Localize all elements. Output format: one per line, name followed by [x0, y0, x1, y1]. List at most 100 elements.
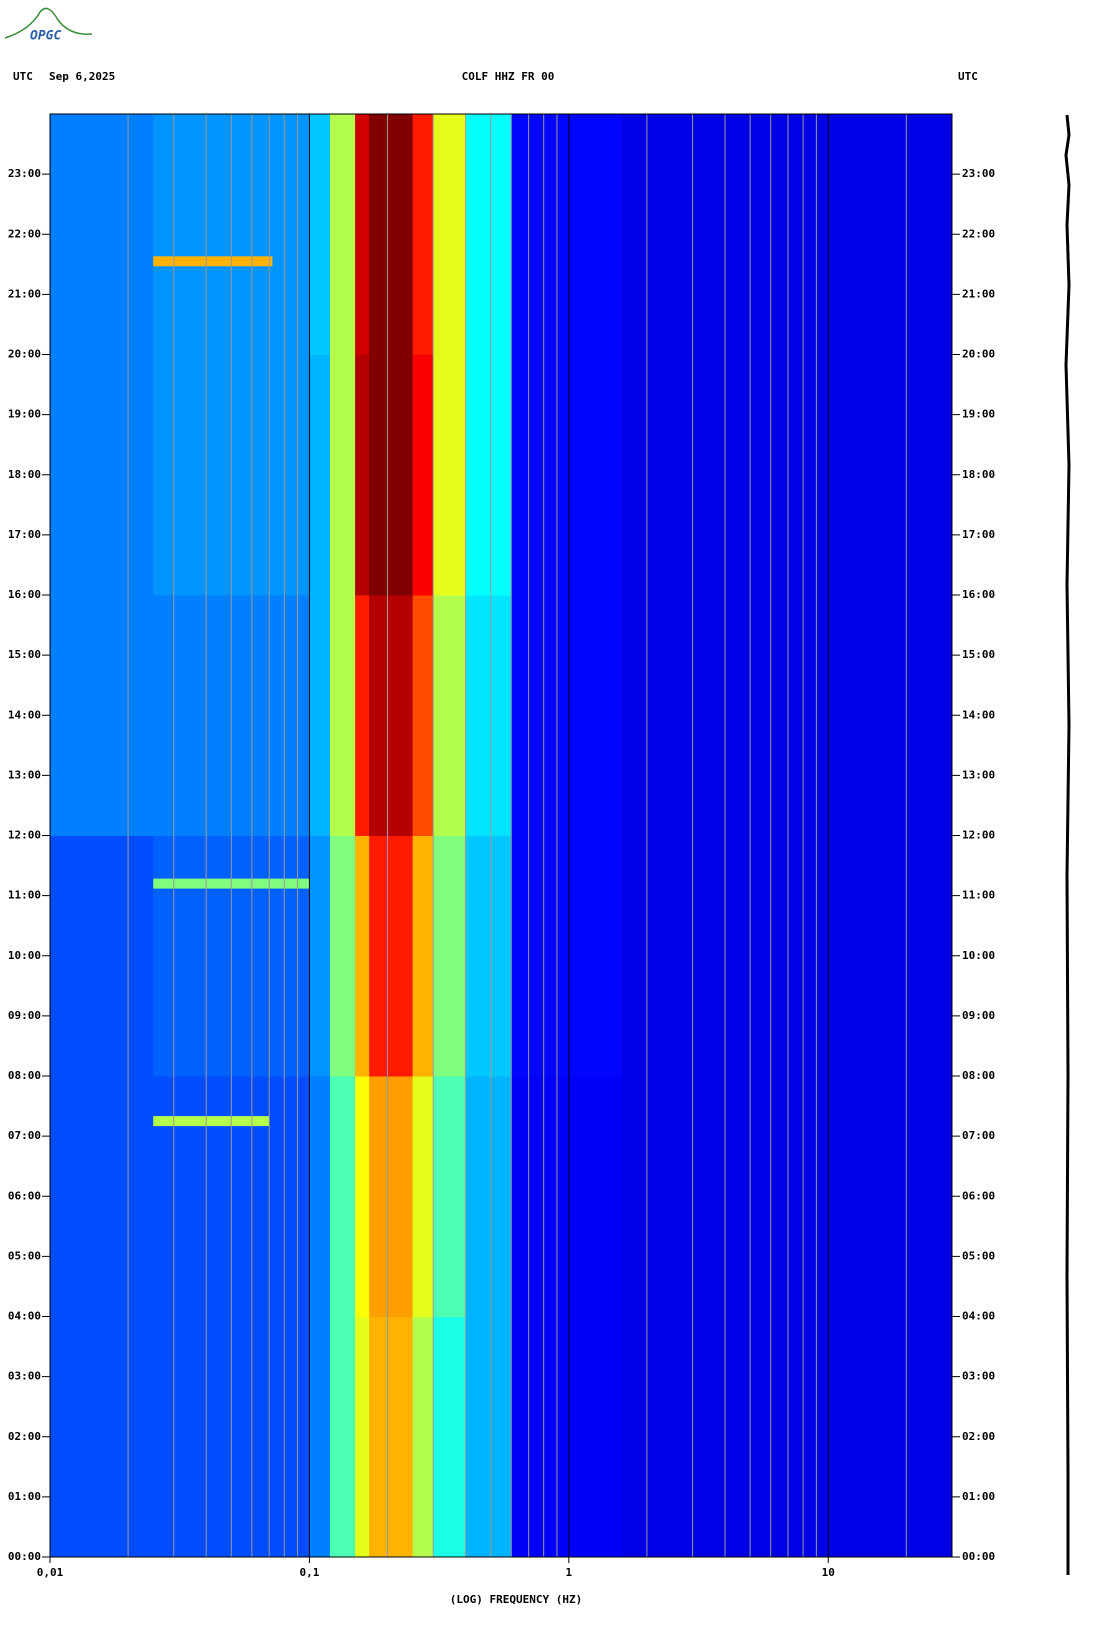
spectrogram-cell — [329, 1076, 356, 1317]
y-tick-label: 06:00 — [962, 1189, 995, 1202]
spectrogram-cell — [465, 1316, 512, 1558]
x-tick-label: 0,1 — [299, 1566, 319, 1579]
y-tick-label: 21:00 — [8, 287, 41, 300]
spectrogram-cell — [309, 114, 331, 355]
spectrogram-cell — [355, 1316, 370, 1558]
spectrogram-cell — [412, 1316, 434, 1558]
x-axis-label: (LOG) FREQUENCY (HZ) — [450, 1593, 582, 1606]
spectrogram-cell — [511, 114, 623, 355]
spectrogram-cell — [309, 595, 331, 836]
spectrogram-cell — [50, 1076, 154, 1317]
spectrogram-cell — [369, 354, 414, 596]
y-tick-label: 11:00 — [8, 889, 41, 902]
y-tick-label: 10:00 — [962, 949, 995, 962]
x-tick-label: 1 — [566, 1566, 573, 1579]
y-tick-label: 00:00 — [8, 1550, 41, 1563]
spectrogram-cell — [329, 595, 356, 836]
y-tick-label: 13:00 — [962, 768, 995, 781]
y-tick-label: 19:00 — [8, 408, 41, 421]
spectrogram-cell — [465, 1076, 512, 1317]
spectrogram-cell — [355, 114, 370, 355]
spectrogram-cell — [50, 114, 154, 355]
spectrogram-cell — [309, 835, 331, 1077]
spectrogram-cell — [309, 1316, 331, 1558]
y-tick-label: 21:00 — [962, 287, 995, 300]
y-tick-label: 12:00 — [8, 829, 41, 842]
event-streak — [153, 256, 273, 267]
y-tick-label: 20:00 — [962, 348, 995, 361]
y-tick-label: 07:00 — [962, 1129, 995, 1142]
y-tick-label: 05:00 — [8, 1249, 41, 1262]
spectrogram-cell — [465, 835, 512, 1077]
y-tick-label: 22:00 — [962, 227, 995, 240]
spectrogram-cell — [369, 1076, 414, 1317]
y-tick-label: 18:00 — [8, 468, 41, 481]
spectrogram-cell — [465, 354, 512, 596]
y-tick-label: 16:00 — [962, 588, 995, 601]
spectrogram-cell — [50, 1316, 154, 1558]
spectrogram-cell — [511, 595, 623, 836]
y-tick-label: 20:00 — [8, 348, 41, 361]
y-tick-label: 04:00 — [8, 1310, 41, 1323]
y-tick-label: 09:00 — [962, 1009, 995, 1022]
spectrogram-cell — [433, 835, 467, 1077]
y-tick-label: 05:00 — [962, 1249, 995, 1262]
y-tick-label: 00:00 — [962, 1550, 995, 1563]
spectrogram-cell — [412, 354, 434, 596]
spectrogram-cell — [355, 595, 370, 836]
event-streak — [153, 1116, 270, 1127]
y-tick-label: 15:00 — [962, 648, 995, 661]
y-tick-label: 08:00 — [962, 1069, 995, 1082]
spectrogram-cell — [433, 1316, 467, 1558]
spectrogram-cell — [621, 595, 953, 836]
spectrogram-cell — [465, 595, 512, 836]
spectrogram-cell — [369, 835, 414, 1077]
spectrogram-cell — [355, 1076, 370, 1317]
spectrogram-cell — [329, 114, 356, 355]
y-tick-label: 23:00 — [8, 167, 41, 180]
spectrogram-cell — [433, 114, 467, 355]
y-tick-label: 14:00 — [8, 708, 41, 721]
spectrogram-cell — [50, 835, 154, 1077]
spectrogram-cell — [50, 595, 154, 836]
spectrogram-cell — [465, 114, 512, 355]
y-tick-label: 17:00 — [8, 528, 41, 541]
spectrogram-cell — [355, 354, 370, 596]
y-tick-label: 11:00 — [962, 889, 995, 902]
y-tick-label: 22:00 — [8, 227, 41, 240]
spectrogram-cell — [433, 1076, 467, 1317]
spectrogram-cell — [369, 595, 414, 836]
spectrogram-cell — [511, 354, 623, 596]
y-tick-label: 01:00 — [962, 1490, 995, 1503]
y-tick-label: 04:00 — [962, 1310, 995, 1323]
x-tick-label: 0,01 — [37, 1566, 64, 1579]
y-tick-label: 06:00 — [8, 1189, 41, 1202]
y-tick-label: 19:00 — [962, 408, 995, 421]
spectrogram-cell — [309, 354, 331, 596]
spectrogram-cell — [369, 1316, 414, 1558]
spectrogram-cell — [412, 1076, 434, 1317]
left-header: UTC — [13, 70, 33, 83]
spectrogram-cell — [412, 114, 434, 355]
y-tick-label: 08:00 — [8, 1069, 41, 1082]
spectrogram-cell — [329, 835, 356, 1077]
y-tick-label: 10:00 — [8, 949, 41, 962]
y-tick-label: 12:00 — [962, 829, 995, 842]
y-tick-label: 16:00 — [8, 588, 41, 601]
spectrogram-cell — [329, 354, 356, 596]
spectrogram-cell — [309, 1076, 331, 1317]
y-tick-label: 18:00 — [962, 468, 995, 481]
date: Sep 6,2025 — [49, 70, 115, 83]
y-tick-label: 23:00 — [962, 167, 995, 180]
chart-title: COLF HHZ FR 00 — [462, 70, 555, 83]
spectrogram-cell — [433, 595, 467, 836]
x-tick-label: 10 — [822, 1566, 835, 1579]
y-tick-label: 15:00 — [8, 648, 41, 661]
y-tick-label: 03:00 — [962, 1370, 995, 1383]
spectrogram-cell — [412, 835, 434, 1077]
seismic-trace — [1064, 114, 1071, 1575]
y-tick-label: 09:00 — [8, 1009, 41, 1022]
spectrogram-cell — [433, 354, 467, 596]
